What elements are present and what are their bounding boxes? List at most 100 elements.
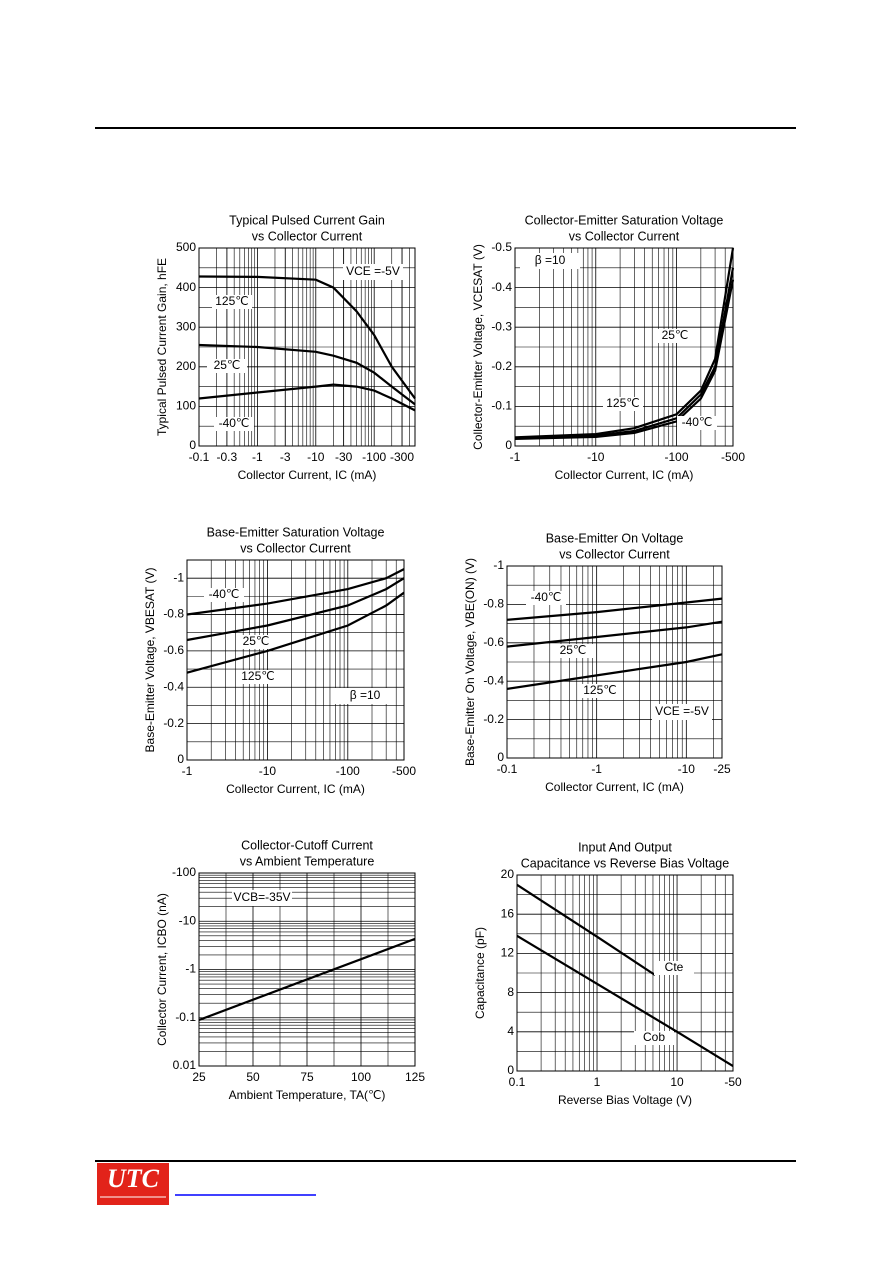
x-axis-label: Reverse Bias Voltage (V) (558, 1093, 692, 1107)
y-tick-label: -0.2 (483, 712, 504, 726)
x-tick-label: -50 (724, 1075, 742, 1089)
x-tick-label: -0.1 (497, 762, 518, 776)
y-tick-label: 0 (177, 752, 184, 766)
x-tick-label: 10 (670, 1075, 684, 1089)
y-tick-label: 400 (176, 280, 196, 294)
x-tick-label: -10 (678, 762, 696, 776)
y-tick-label: -1 (185, 962, 196, 976)
x-tick-label: -1 (591, 762, 602, 776)
x-tick-label: -3 (280, 450, 291, 464)
x-tick-label: 50 (246, 1070, 260, 1084)
chart-title: Base-Emitter On Voltage (546, 531, 684, 545)
label-backdrop (214, 417, 254, 431)
label-backdrop (520, 253, 580, 269)
chart-title: vs Ambient Temperature (240, 854, 375, 868)
series-label: Cte (665, 960, 684, 974)
series-line (514, 247, 735, 439)
y-tick-label: 0 (189, 438, 196, 452)
y-tick-label: -1 (173, 570, 184, 584)
series-line (198, 275, 416, 400)
y-tick-label: -100 (172, 865, 196, 879)
chart-title: Capacitance vs Reverse Bias Voltage (521, 856, 729, 870)
y-tick-label: 300 (176, 319, 196, 333)
annotation: VCE =-5V (346, 264, 400, 278)
series-line (516, 883, 656, 976)
x-tick-label: 1 (594, 1075, 601, 1089)
label-backdrop (580, 684, 620, 698)
y-tick-label: 8 (507, 985, 514, 999)
x-tick-label: 25 (192, 1070, 206, 1084)
x-tick-label: -10 (307, 450, 325, 464)
x-axis-label: Collector Current, IC (mA) (555, 468, 694, 482)
series-line (514, 279, 735, 440)
y-tick-label: 0.01 (173, 1058, 197, 1072)
label-backdrop (238, 670, 278, 684)
x-tick-label: -30 (335, 450, 353, 464)
y-tick-label: 100 (176, 399, 196, 413)
label-backdrop (654, 961, 694, 975)
x-axis-label: Collector Current, IC (mA) (545, 780, 684, 794)
x-tick-label: 75 (300, 1070, 314, 1084)
chart-title: Input And Output (578, 840, 672, 854)
y-tick-label: 0 (497, 750, 504, 764)
series-label: 25℃ (560, 643, 587, 657)
x-tick-label: -1 (182, 764, 193, 778)
x-axis-label: Ambient Temperature, TA(℃) (229, 1088, 386, 1102)
x-tick-label: -0.3 (217, 450, 238, 464)
x-axis-label: Collector Current, IC (mA) (226, 782, 365, 796)
y-tick-label: -0.2 (163, 716, 184, 730)
chart-title: Collector-Emitter Saturation Voltage (525, 213, 724, 227)
y-tick-label: -0.3 (491, 319, 512, 333)
annotation: VCE =-5V (655, 704, 709, 718)
y-tick-label: 0 (507, 1063, 514, 1077)
x-tick-label: -10 (259, 764, 277, 778)
y-tick-label: -0.2 (491, 359, 512, 373)
y-axis-label: Collector-Emitter Voltage, VCESAT (V) (471, 244, 485, 450)
chart-title: Collector-Cutoff Current (241, 838, 373, 852)
label-backdrop (634, 1031, 674, 1045)
series-line (198, 383, 416, 412)
y-tick-label: -0.1 (491, 399, 512, 413)
y-tick-label: -0.4 (483, 673, 504, 687)
y-tick-label: -0.4 (163, 679, 184, 693)
logo-text: UTC (107, 1164, 160, 1193)
series-label: 125℃ (241, 669, 275, 683)
y-tick-label: 0 (505, 438, 512, 452)
series-line (506, 620, 723, 648)
y-axis-label: Capacitance (pF) (473, 927, 487, 1019)
x-tick-label: -1 (252, 450, 263, 464)
series-line (506, 597, 723, 621)
x-tick-label: -300 (390, 450, 414, 464)
y-axis-label: Base-Emitter On Voltage, VBE(ON) (V) (463, 558, 477, 766)
y-tick-label: -0.6 (483, 635, 504, 649)
annotation: VCB=-35V (233, 890, 290, 904)
series-line (516, 934, 734, 1068)
x-tick-label: -25 (713, 762, 731, 776)
y-tick-label: -0.4 (491, 280, 512, 294)
x-tick-label: -500 (721, 450, 745, 464)
y-tick-label: 12 (501, 946, 515, 960)
x-tick-label: 0.1 (509, 1075, 526, 1089)
x-tick-label: 100 (351, 1070, 371, 1084)
label-backdrop (207, 359, 247, 373)
x-tick-label: -100 (336, 764, 360, 778)
y-tick-label: -0.5 (491, 240, 512, 254)
x-tick-label: -100 (665, 450, 689, 464)
series-label: Cob (643, 1030, 665, 1044)
series-line (506, 653, 723, 690)
series-label: -40℃ (209, 587, 240, 601)
series-label: 25℃ (214, 358, 241, 372)
y-tick-label: 16 (501, 906, 515, 920)
label-backdrop (603, 397, 643, 411)
y-tick-label: -0.8 (483, 597, 504, 611)
x-tick-label: 125 (405, 1070, 425, 1084)
y-tick-label: -0.1 (175, 1010, 196, 1024)
y-axis-label: Collector Current, ICBO (nA) (155, 893, 169, 1046)
chart-title: vs Collector Current (240, 541, 351, 555)
series-line (198, 937, 416, 1022)
y-tick-label: 4 (507, 1024, 514, 1038)
annotation: β =10 (350, 688, 381, 702)
series-label: -40℃ (682, 415, 713, 429)
annotation: β =10 (535, 253, 566, 267)
